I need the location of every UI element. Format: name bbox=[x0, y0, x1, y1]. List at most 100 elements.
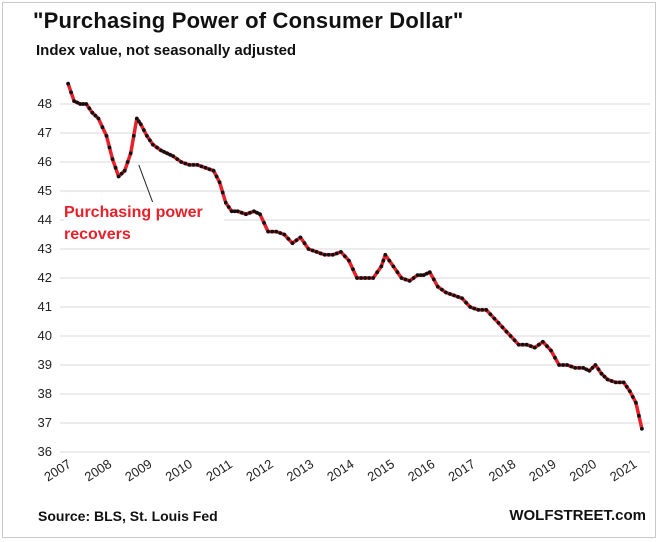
data-point bbox=[266, 229, 270, 234]
data-markers bbox=[66, 81, 644, 431]
x-tick-label: 2009 bbox=[122, 456, 154, 484]
y-tick-label: 45 bbox=[38, 183, 52, 198]
x-tick-label: 2017 bbox=[445, 456, 477, 484]
data-point bbox=[435, 284, 440, 289]
data-point bbox=[411, 276, 416, 280]
data-point bbox=[480, 308, 485, 312]
data-point bbox=[427, 270, 432, 275]
data-point bbox=[330, 252, 335, 257]
data-point bbox=[452, 293, 456, 298]
data-point bbox=[125, 160, 130, 164]
data-point bbox=[131, 134, 136, 138]
data-point bbox=[220, 190, 225, 195]
data-point bbox=[609, 379, 614, 383]
data-point bbox=[363, 276, 367, 280]
data-point bbox=[302, 241, 307, 246]
data-point bbox=[524, 342, 529, 347]
data-point bbox=[391, 264, 396, 269]
data-point bbox=[110, 157, 115, 162]
data-point bbox=[104, 134, 109, 138]
y-tick-label: 36 bbox=[38, 444, 52, 459]
data-point bbox=[290, 241, 295, 246]
data-point bbox=[528, 344, 533, 348]
data-point bbox=[322, 252, 327, 257]
data-point bbox=[134, 116, 139, 121]
data-point bbox=[214, 174, 219, 179]
data-point bbox=[407, 279, 412, 283]
data-point bbox=[274, 229, 279, 234]
data-point bbox=[326, 252, 331, 257]
data-point bbox=[93, 113, 98, 118]
y-tick-label: 39 bbox=[38, 357, 52, 372]
data-point bbox=[151, 142, 155, 147]
data-point bbox=[587, 368, 592, 373]
x-tick-label: 2020 bbox=[567, 456, 599, 484]
x-tick-label: 2015 bbox=[365, 456, 397, 484]
data-point bbox=[472, 306, 477, 311]
data-point bbox=[203, 165, 208, 170]
data-point bbox=[294, 238, 299, 243]
brand-label: WOLFSTREET.com bbox=[509, 507, 646, 524]
data-point bbox=[613, 380, 618, 385]
data-point bbox=[159, 148, 163, 153]
data-point bbox=[78, 102, 83, 106]
data-point bbox=[573, 366, 578, 370]
data-point bbox=[66, 81, 70, 86]
x-tick-label: 2016 bbox=[405, 456, 437, 484]
data-point bbox=[640, 426, 644, 431]
data-point bbox=[244, 212, 248, 217]
data-point bbox=[395, 270, 400, 275]
data-point bbox=[145, 134, 149, 138]
data-point bbox=[171, 154, 176, 159]
x-tick-label: 2021 bbox=[607, 456, 639, 484]
data-point bbox=[593, 363, 598, 367]
data-point bbox=[565, 363, 570, 367]
data-point bbox=[456, 295, 460, 299]
data-point bbox=[424, 271, 429, 276]
data-point bbox=[229, 209, 234, 214]
x-tick-label: 2013 bbox=[284, 456, 316, 484]
y-tick-label: 37 bbox=[38, 415, 52, 430]
data-point bbox=[355, 276, 359, 280]
data-point bbox=[248, 210, 252, 215]
data-point bbox=[399, 276, 404, 280]
data-point bbox=[162, 150, 167, 154]
x-tick-label: 2011 bbox=[203, 456, 235, 484]
data-point bbox=[605, 377, 610, 382]
y-tick-label: 42 bbox=[38, 270, 52, 285]
data-point bbox=[512, 338, 517, 343]
x-tick-label: 2010 bbox=[163, 456, 195, 484]
x-tick-label: 2007 bbox=[41, 456, 73, 484]
data-point bbox=[448, 292, 452, 296]
data-point bbox=[630, 395, 635, 399]
x-tick-label: 2012 bbox=[243, 456, 275, 484]
data-point bbox=[87, 106, 92, 111]
data-point bbox=[541, 339, 545, 344]
data-point bbox=[553, 355, 557, 360]
data-point bbox=[175, 157, 180, 162]
data-point bbox=[75, 100, 80, 105]
data-point bbox=[270, 229, 275, 234]
data-point bbox=[532, 345, 537, 350]
data-point bbox=[584, 367, 589, 372]
x-axis-ticks: 2007 2008 2009 2010 2011 2012 2013 2014 2015 2016… bbox=[41, 456, 639, 484]
data-point bbox=[122, 168, 127, 173]
data-point bbox=[381, 258, 386, 263]
data-point bbox=[116, 174, 121, 179]
data-point bbox=[179, 160, 184, 164]
data-point bbox=[207, 167, 212, 172]
data-point bbox=[468, 305, 473, 309]
data-point bbox=[211, 168, 216, 173]
data-point bbox=[223, 200, 228, 205]
data-point bbox=[306, 247, 311, 251]
chart-subtitle: Index value, not seasonally adjusted bbox=[36, 42, 297, 59]
grid-lines bbox=[60, 103, 650, 453]
data-point bbox=[387, 258, 392, 263]
data-point bbox=[314, 250, 319, 254]
data-point bbox=[136, 119, 141, 124]
data-point bbox=[298, 235, 303, 240]
source-note: Source: BLS, St. Louis Fed bbox=[38, 508, 218, 524]
data-point bbox=[508, 334, 513, 338]
y-tick-label: 47 bbox=[38, 125, 52, 140]
data-point bbox=[379, 264, 384, 269]
